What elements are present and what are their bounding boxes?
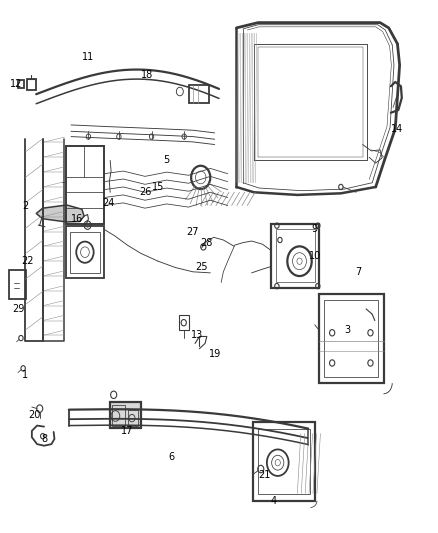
Text: 16: 16: [71, 214, 84, 224]
Bar: [324, 301, 378, 377]
Text: 1: 1: [22, 370, 28, 380]
Bar: [188, 85, 209, 103]
Text: 11: 11: [82, 52, 95, 62]
Text: 2: 2: [22, 200, 28, 211]
Bar: [70, 231, 100, 273]
Bar: [9, 270, 26, 300]
Text: 19: 19: [208, 349, 221, 359]
Text: 8: 8: [42, 434, 48, 444]
Bar: [276, 229, 315, 282]
Text: 27: 27: [187, 227, 199, 237]
Text: 15: 15: [152, 182, 164, 192]
Text: 20: 20: [28, 410, 40, 420]
Text: 3: 3: [344, 325, 350, 335]
Bar: [127, 410, 138, 425]
Text: 4: 4: [270, 496, 276, 506]
Bar: [258, 429, 310, 495]
Text: 22: 22: [21, 256, 34, 266]
Bar: [113, 406, 125, 425]
Text: 10: 10: [309, 251, 321, 261]
Text: 13: 13: [191, 330, 203, 341]
Bar: [27, 79, 36, 91]
Text: 17: 17: [121, 426, 134, 436]
Bar: [110, 402, 141, 428]
Bar: [179, 316, 188, 330]
Text: 14: 14: [391, 124, 403, 134]
Text: 26: 26: [139, 187, 151, 197]
Text: 6: 6: [168, 453, 174, 463]
Polygon shape: [36, 205, 84, 222]
Text: 25: 25: [195, 262, 208, 271]
Bar: [66, 226, 104, 278]
Bar: [18, 80, 24, 88]
Bar: [319, 294, 384, 383]
Text: 12: 12: [11, 78, 23, 88]
Text: 28: 28: [200, 238, 212, 248]
Text: 18: 18: [141, 70, 153, 79]
Text: 7: 7: [355, 267, 361, 277]
Bar: [253, 422, 315, 501]
Text: 24: 24: [102, 198, 114, 208]
Bar: [271, 224, 319, 288]
Text: 5: 5: [164, 156, 170, 165]
Text: 29: 29: [13, 304, 25, 314]
Bar: [66, 146, 104, 224]
Text: 9: 9: [312, 224, 318, 235]
Text: 21: 21: [258, 470, 271, 480]
